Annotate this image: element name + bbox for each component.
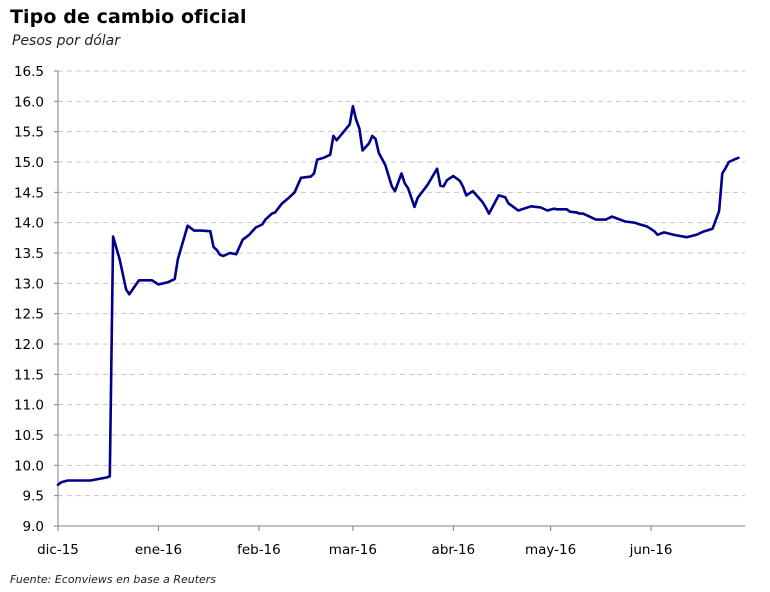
y-tick-label: 11.5: [14, 367, 44, 383]
source-note: Fuente: Econviews en base a Reuters: [10, 573, 217, 586]
chart-title: Tipo de cambio oficial: [10, 6, 247, 28]
y-tick-label: 11.0: [14, 398, 44, 414]
y-tick-label: 13.0: [14, 276, 44, 292]
y-tick-label: 9.0: [23, 519, 44, 535]
x-tick-label: dic-15: [37, 542, 79, 558]
x-tick-label: may-16: [525, 542, 576, 558]
y-tick-label: 16.5: [14, 64, 44, 80]
y-tick-label: 14.5: [14, 185, 44, 201]
y-tick-label: 15.5: [14, 125, 44, 141]
y-tick-label: 13.5: [14, 246, 44, 262]
gridlines: [58, 70, 745, 497]
x-tick-label: ene-16: [135, 542, 182, 558]
x-tick-label: jun-16: [629, 542, 673, 558]
y-tick-labels: 9.0 9.5 10.0 10.5 11.0 11.5 12.0 12.5 13.0 13.5 14…: [14, 64, 44, 535]
y-tick-label: 9.5: [23, 489, 44, 505]
x-tick-label: mar-16: [329, 542, 377, 558]
y-tick-label: 12.0: [14, 337, 44, 353]
y-tick-label: 15.0: [14, 155, 44, 171]
series-line: [56, 104, 740, 487]
chart-subtitle: Pesos por dólar: [12, 33, 120, 49]
series-layer: [56, 104, 740, 487]
y-tick-label: 10.5: [14, 428, 44, 444]
y-tick-label: 16.0: [14, 94, 44, 110]
x-tick-label: abr-16: [432, 542, 476, 558]
x-tick-label: feb-16: [237, 542, 281, 558]
x-tick-labels: dic-15 ene-16 feb-16 mar-16 abr-16 may-16 jun-…: [37, 542, 672, 558]
y-tick-label: 12.5: [14, 307, 44, 323]
axes: [54, 70, 745, 531]
y-tick-label: 10.0: [14, 458, 44, 474]
y-tick-label: 14.0: [14, 216, 44, 232]
